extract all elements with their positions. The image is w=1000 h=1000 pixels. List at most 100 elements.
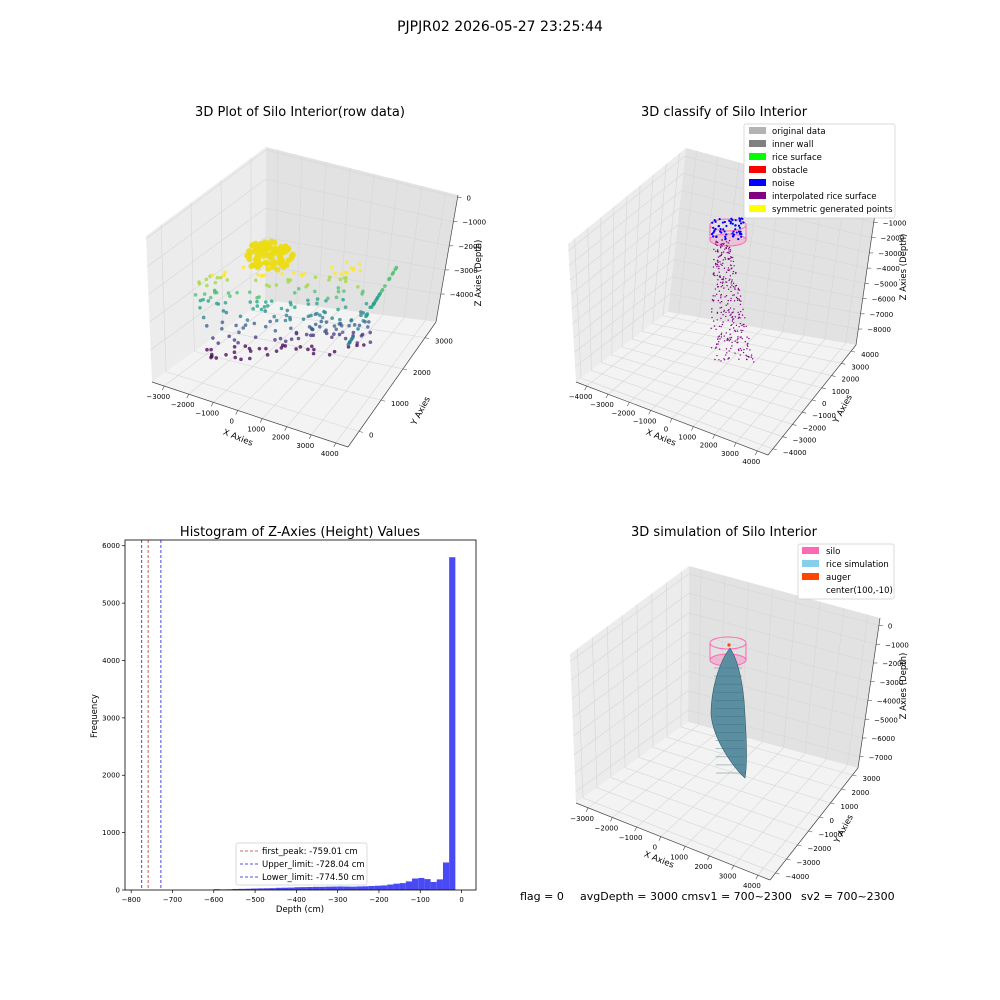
series-noise bbox=[710, 217, 745, 241]
data-point bbox=[364, 314, 368, 319]
data-point bbox=[742, 308, 744, 311]
data-point bbox=[714, 227, 717, 231]
data-point bbox=[731, 320, 734, 322]
y-tick-mark bbox=[797, 844, 802, 847]
y-tick-label: −3000 bbox=[793, 437, 817, 445]
y-tick-mark bbox=[772, 448, 777, 451]
x-tick-mark bbox=[210, 402, 214, 407]
data-point bbox=[717, 267, 720, 270]
y-tick-mark bbox=[775, 872, 780, 875]
x-tick-label: 2000 bbox=[694, 863, 712, 871]
data-point bbox=[289, 326, 293, 331]
data-point bbox=[253, 335, 258, 340]
chart-histogram: −800 −700 −600 −500 −400 −300 −200 −100 0 0 1000 20… bbox=[90, 539, 477, 915]
data-point bbox=[712, 295, 714, 297]
histogram-bar bbox=[238, 888, 245, 890]
grid-line bbox=[577, 648, 584, 798]
data-point bbox=[713, 274, 715, 276]
grid-line bbox=[382, 179, 399, 316]
histogram-bar bbox=[257, 888, 264, 890]
grid-line bbox=[804, 601, 821, 754]
data-point bbox=[727, 288, 730, 290]
grid-line bbox=[150, 266, 266, 351]
data-point bbox=[283, 339, 288, 344]
data-point bbox=[274, 249, 281, 256]
data-point bbox=[746, 347, 748, 350]
data-point bbox=[721, 251, 723, 254]
data-point bbox=[332, 324, 337, 328]
grid-line bbox=[610, 777, 798, 846]
data-point bbox=[263, 324, 268, 329]
grid-line bbox=[574, 238, 582, 379]
legend-histogram: first_peak: -759.01 cm Upper_limit: -728.… bbox=[235, 842, 368, 886]
grid-line bbox=[570, 573, 690, 662]
x-tick-label: 0 bbox=[664, 426, 668, 434]
grid-line bbox=[631, 185, 641, 340]
series-raw-points bbox=[193, 260, 399, 362]
data-point bbox=[737, 311, 739, 314]
x-tick-mark bbox=[627, 402, 630, 407]
data-point bbox=[356, 327, 360, 331]
y-tick-mark bbox=[358, 431, 364, 433]
data-point bbox=[206, 299, 211, 303]
data-point bbox=[735, 272, 737, 275]
y-tick-label: 1000 bbox=[391, 400, 409, 408]
x-tick-label: −300 bbox=[328, 896, 347, 904]
histogram-bar bbox=[411, 878, 419, 890]
grid-line bbox=[571, 612, 689, 699]
data-point bbox=[313, 322, 318, 327]
grid-line bbox=[684, 747, 784, 847]
y-tick-label: −1000 bbox=[812, 412, 836, 420]
data-point bbox=[355, 343, 359, 348]
data-point bbox=[380, 287, 385, 292]
legend-simulation: silo rice simulation auger center(100,-10) bbox=[797, 543, 895, 600]
data-point bbox=[274, 318, 279, 323]
data-point bbox=[359, 310, 363, 314]
data-point bbox=[721, 264, 723, 267]
histogram-bar bbox=[306, 887, 313, 890]
footer-flag: flag = 0 bbox=[520, 890, 564, 903]
data-point bbox=[721, 323, 724, 326]
data-point bbox=[732, 234, 735, 237]
data-point bbox=[741, 217, 744, 220]
data-point bbox=[720, 333, 723, 336]
data-point bbox=[737, 289, 739, 291]
data-point bbox=[717, 285, 719, 288]
data-point bbox=[368, 340, 373, 345]
data-point bbox=[737, 237, 740, 241]
data-point bbox=[351, 335, 355, 339]
x-tick-label: 2000 bbox=[700, 442, 718, 450]
data-point bbox=[719, 276, 722, 278]
z-axis-label: Z Axies (Depth) bbox=[899, 234, 909, 301]
y-tick-mark bbox=[852, 774, 857, 777]
data-point bbox=[318, 313, 322, 317]
grid-line bbox=[680, 571, 682, 728]
data-point bbox=[264, 283, 269, 287]
data-point bbox=[262, 243, 269, 250]
x-tick-label: −200 bbox=[369, 896, 388, 904]
grid-line bbox=[606, 626, 612, 778]
data-point bbox=[256, 272, 260, 277]
x-tick-mark bbox=[707, 855, 710, 861]
grid-line bbox=[688, 651, 868, 701]
data-point bbox=[198, 298, 203, 303]
data-point bbox=[719, 230, 722, 233]
data-point bbox=[713, 230, 716, 233]
grid-line bbox=[360, 173, 375, 313]
data-point bbox=[717, 343, 719, 345]
data-point bbox=[715, 243, 717, 245]
data-point bbox=[343, 336, 348, 341]
data-point bbox=[725, 295, 728, 297]
data-point bbox=[716, 241, 719, 243]
data-point bbox=[719, 275, 721, 277]
data-point bbox=[730, 268, 732, 270]
data-point bbox=[273, 328, 278, 333]
data-point bbox=[214, 356, 219, 360]
data-point bbox=[731, 279, 733, 281]
data-point bbox=[213, 280, 218, 285]
x-tick-label: −3000 bbox=[570, 815, 594, 823]
data-point bbox=[359, 313, 363, 318]
data-point bbox=[721, 239, 723, 241]
data-point bbox=[728, 269, 731, 271]
data-point bbox=[224, 310, 229, 315]
